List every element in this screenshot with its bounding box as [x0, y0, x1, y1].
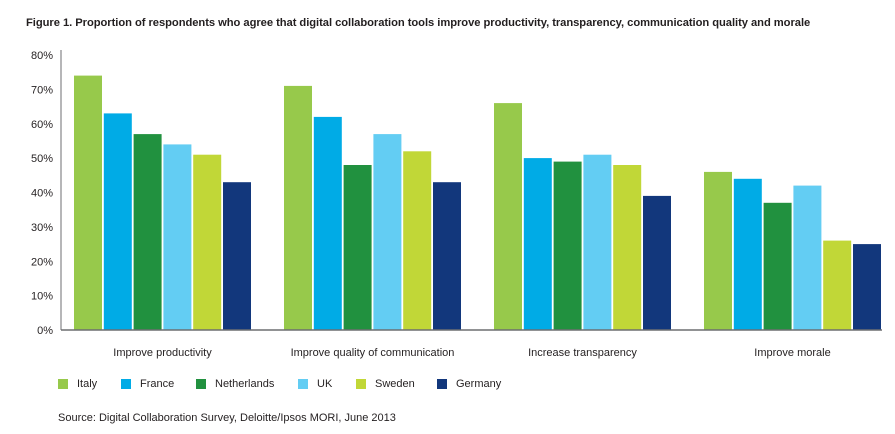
bar-italy-3: [494, 103, 522, 330]
legend-item-italy: Italy: [58, 378, 97, 390]
y-tick-label: 50%: [31, 153, 53, 165]
legend-swatch: [196, 379, 206, 389]
bar-germany-4: [853, 244, 881, 330]
chart-title: Figure 1. Proportion of respondents who …: [26, 17, 811, 29]
y-tick-label: 60%: [31, 119, 53, 131]
y-tick-label: 10%: [31, 291, 53, 303]
legend-item-uk: UK: [298, 378, 332, 390]
bar-uk-1: [163, 144, 192, 330]
bar-sweden-1: [193, 154, 222, 330]
legend-item-france: France: [121, 378, 174, 390]
bar-netherlands-4: [763, 202, 792, 330]
x-category-label: Increase transparency: [528, 347, 637, 359]
bar-france-2: [313, 116, 342, 331]
bars: [74, 75, 881, 331]
bar-germany-1: [223, 182, 251, 330]
y-tick-label: 20%: [31, 256, 53, 268]
bar-italy-4: [704, 171, 732, 330]
bar-netherlands-1: [133, 134, 162, 330]
legend-swatch: [58, 379, 68, 389]
bar-sweden-2: [403, 151, 432, 331]
legend-label: Netherlands: [215, 378, 275, 390]
y-tick-label: 30%: [31, 222, 53, 234]
legend-label: UK: [317, 378, 333, 390]
legend-label: France: [140, 378, 175, 390]
y-tick-label: 70%: [31, 84, 53, 96]
y-tick-label: 0%: [37, 325, 53, 337]
bar-netherlands-2: [343, 165, 372, 330]
bar-uk-3: [583, 154, 612, 330]
x-axis-labels: Improve productivity Improve quality of c…: [113, 347, 830, 359]
bar-france-4: [733, 178, 762, 331]
bar-germany-2: [433, 182, 461, 330]
legend-item-netherlands: Netherlands: [196, 378, 274, 390]
legend-label: Germany: [456, 378, 502, 390]
x-category-label: Improve morale: [754, 347, 830, 359]
legend-label: Sweden: [375, 378, 415, 390]
bar-italy-1: [74, 75, 102, 330]
bar-france-1: [103, 113, 132, 331]
legend-swatch: [121, 379, 131, 389]
bar-germany-3: [643, 195, 671, 330]
legend-swatch: [356, 379, 366, 389]
bar-netherlands-3: [553, 161, 582, 330]
bar-sweden-3: [613, 165, 642, 330]
x-category-label: Improve productivity: [113, 347, 212, 359]
legend-swatch: [298, 379, 308, 389]
y-axis-ticks: 0% 10% 20% 30% 40% 50% 60% 70% 80%: [31, 50, 53, 337]
legend-label: Italy: [77, 378, 98, 390]
y-tick-label: 40%: [31, 188, 53, 200]
y-tick-label: 80%: [31, 50, 53, 62]
legend-item-sweden: Sweden: [356, 378, 415, 390]
bar-sweden-4: [823, 240, 852, 330]
x-category-label: Improve quality of communication: [291, 347, 455, 359]
bar-uk-2: [373, 134, 402, 330]
source-note: Source: Digital Collaboration Survey, De…: [58, 412, 396, 424]
bar-italy-2: [284, 85, 312, 331]
legend-swatch: [437, 379, 447, 389]
bar-uk-4: [793, 185, 822, 330]
bar-chart: 0% 10% 20% 30% 40% 50% 60% 70% 80% Improve produ…: [31, 50, 882, 359]
legend-item-germany: Germany: [437, 378, 501, 390]
bar-france-3: [523, 158, 552, 330]
